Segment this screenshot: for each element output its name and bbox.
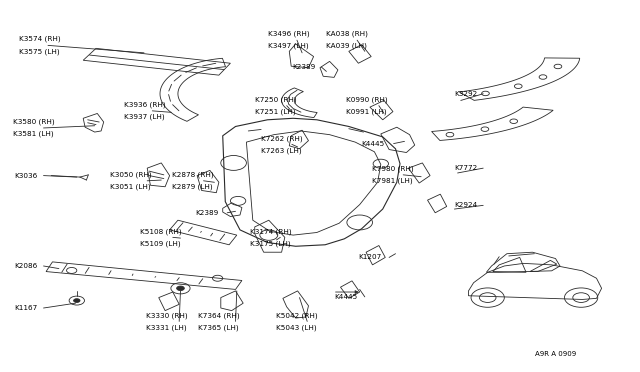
Text: K3050 (RH): K3050 (RH) (110, 171, 152, 178)
Text: K3497 (LH): K3497 (LH) (268, 43, 308, 49)
Text: K2389: K2389 (292, 64, 315, 70)
Circle shape (177, 286, 184, 291)
Text: K3036: K3036 (14, 173, 37, 179)
Text: K2086: K2086 (14, 263, 37, 269)
Text: K7251 (LH): K7251 (LH) (255, 108, 295, 115)
Text: K0990 (RH): K0990 (RH) (346, 96, 387, 103)
Text: K4445: K4445 (362, 141, 385, 147)
Text: K2879 (LH): K2879 (LH) (172, 183, 212, 190)
Text: K7980 (RH): K7980 (RH) (372, 166, 414, 172)
Text: K7364 (RH): K7364 (RH) (198, 312, 240, 319)
Text: K3581 (LH): K3581 (LH) (13, 131, 53, 137)
Text: K7263 (LH): K7263 (LH) (261, 147, 301, 154)
Text: K3936 (RH): K3936 (RH) (124, 102, 165, 108)
Text: K3580 (RH): K3580 (RH) (13, 119, 54, 125)
Text: K7262 (RH): K7262 (RH) (261, 135, 303, 142)
Text: K5043 (LH): K5043 (LH) (276, 324, 317, 331)
Text: A9R A 0909: A9R A 0909 (535, 351, 576, 357)
Text: KA038 (RH): KA038 (RH) (326, 31, 368, 38)
Text: K2924: K2924 (454, 202, 477, 208)
Text: K3575 (LH): K3575 (LH) (19, 48, 60, 55)
Text: K3175 (LH): K3175 (LH) (250, 240, 290, 247)
Text: K7772: K7772 (454, 165, 477, 171)
Text: K3331 (LH): K3331 (LH) (146, 324, 186, 331)
Text: K2389: K2389 (195, 210, 218, 216)
Text: KA039 (LH): KA039 (LH) (326, 43, 367, 49)
Text: K0991 (LH): K0991 (LH) (346, 108, 386, 115)
Text: K5042 (RH): K5042 (RH) (276, 312, 318, 319)
Text: K3937 (LH): K3937 (LH) (124, 113, 164, 120)
Text: K1207: K1207 (358, 254, 381, 260)
Text: K3574 (RH): K3574 (RH) (19, 36, 61, 42)
Text: K3174 (RH): K3174 (RH) (250, 228, 291, 235)
Text: K7981 (LH): K7981 (LH) (372, 177, 413, 184)
Text: K2878 (RH): K2878 (RH) (172, 171, 213, 178)
Text: K1167: K1167 (14, 305, 37, 311)
Text: K3496 (RH): K3496 (RH) (268, 31, 309, 38)
Text: K7365 (LH): K7365 (LH) (198, 324, 239, 331)
Text: K3292: K3292 (454, 91, 477, 97)
Text: K5109 (LH): K5109 (LH) (140, 240, 180, 247)
Text: K3051 (LH): K3051 (LH) (110, 183, 150, 190)
Text: K4445: K4445 (334, 294, 357, 300)
Text: K5108 (RH): K5108 (RH) (140, 228, 181, 235)
Text: K3330 (RH): K3330 (RH) (146, 312, 188, 319)
Circle shape (74, 299, 80, 302)
Text: K7250 (RH): K7250 (RH) (255, 96, 296, 103)
